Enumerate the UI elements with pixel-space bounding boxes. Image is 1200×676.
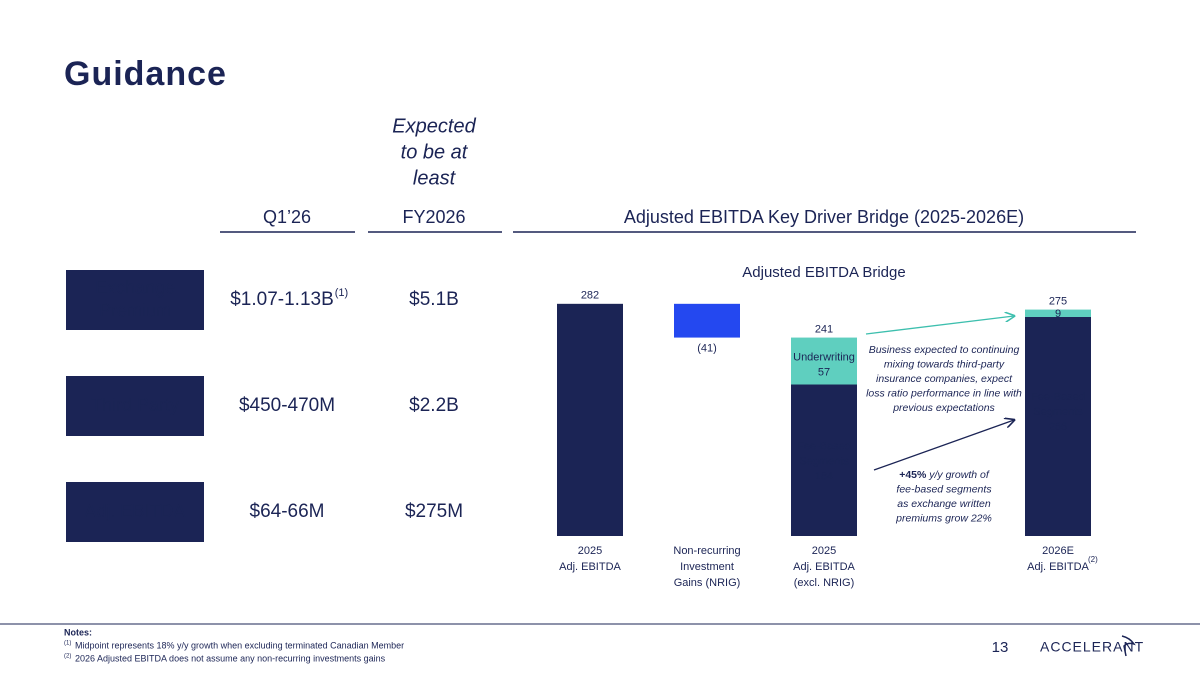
annotation: mixing towards third-party — [884, 358, 1005, 370]
row-label: Third Party — [91, 395, 179, 415]
row-label-box — [66, 376, 204, 436]
x-tick-label: Gains (NRIG) — [674, 577, 741, 589]
chart-heading: Adjusted EBITDA Key Driver Bridge (2025-… — [624, 207, 1024, 227]
segment-name: Fee-Based — [797, 440, 851, 452]
column-header: Q1’26 — [263, 207, 311, 227]
value-label: (41) — [697, 342, 717, 354]
footnote-text: 2026 Adjusted EBITDA does not assume any… — [75, 653, 386, 663]
row-label: Adj. EBITDA — [84, 501, 185, 521]
x-tick-label: (excl. NRIG) — [794, 577, 855, 589]
segment-value: 9 — [1055, 308, 1061, 320]
annotation: insurance companies, expect — [876, 373, 1013, 385]
annotation: loss ratio performance in line with — [866, 387, 1022, 399]
total-label: 241 — [815, 323, 833, 335]
q1-value: $64-66M — [250, 501, 325, 522]
segment-name: Segments — [1033, 406, 1083, 418]
x-tick-label: 2026E — [1042, 545, 1074, 557]
footnote-mark: (1) — [64, 641, 71, 647]
value-label: 282 — [581, 290, 599, 302]
annotation: +45% y/y growth of — [899, 469, 990, 481]
x-tick-label: Non-recurring — [673, 545, 740, 557]
total-bar — [557, 303, 623, 536]
x-tick-label: Adj. EBITDA — [1027, 561, 1089, 573]
expected-note: to be at — [401, 141, 469, 163]
x-tick-label: 2025 — [578, 545, 602, 557]
x-tick-label: 2025 — [812, 545, 836, 557]
annotation: fee-based segments — [896, 483, 992, 495]
x-tick-label: Investment — [680, 561, 734, 573]
fy-value: $275M — [405, 501, 463, 522]
annotation-text: y/y growth of — [926, 469, 990, 481]
column-header: FY2026 — [402, 207, 465, 227]
q1-value: $1.07-1.13B — [230, 289, 334, 310]
stack-segment — [791, 337, 857, 385]
annotation: as exchange written — [897, 498, 991, 510]
expected-note: least — [413, 167, 457, 189]
annotation-highlight: +45% — [899, 469, 927, 481]
segment-value: 57 — [818, 366, 830, 378]
slide-title: Guidance — [64, 55, 227, 93]
footnote-mark: (2) — [1088, 555, 1098, 564]
segment-name: Fee-Based — [1031, 391, 1085, 403]
logo: ACCELERANT — [1040, 639, 1144, 655]
logo-mark — [1121, 635, 1136, 657]
arrow — [865, 316, 1014, 335]
annotation: premiums grow 22% — [895, 512, 992, 524]
segment-value: 184 — [815, 470, 833, 482]
stack-segment — [1025, 316, 1091, 536]
arrow — [873, 420, 1014, 471]
fy-value: $2.2B — [409, 395, 459, 416]
fy-value: $5.1B — [409, 289, 459, 310]
chart-title: Adjusted EBITDA Bridge — [742, 264, 905, 281]
footnote-mark: (2) — [64, 654, 71, 660]
expected-note: Expected — [392, 115, 476, 137]
page-number: 13 — [992, 639, 1009, 656]
annotation: previous expectations — [892, 402, 995, 414]
footnote-text: Midpoint represents 18% y/y growth when … — [75, 640, 404, 650]
stack-segment — [1025, 309, 1091, 317]
segment-name: Underwriting — [793, 351, 855, 363]
segment-name: Segments — [799, 455, 849, 467]
segment-value: 266 — [1049, 421, 1067, 433]
decrease-bar — [674, 303, 740, 338]
row-label-box — [66, 270, 204, 330]
notes-heading: Notes: — [64, 627, 92, 637]
x-tick-label: Adj. EBITDA — [559, 561, 621, 573]
stack-segment — [791, 384, 857, 536]
annotation: Business expected to continuing — [869, 344, 1020, 356]
x-tick-label: Adj. EBITDA — [793, 561, 855, 573]
q1-value: $450-470M — [239, 395, 335, 416]
row-label: Exchange — [95, 277, 175, 297]
row-label-box — [66, 482, 204, 542]
total-label: 275 — [1049, 295, 1067, 307]
row-label: Premium — [99, 300, 171, 320]
footnote-mark: (1) — [335, 287, 348, 299]
